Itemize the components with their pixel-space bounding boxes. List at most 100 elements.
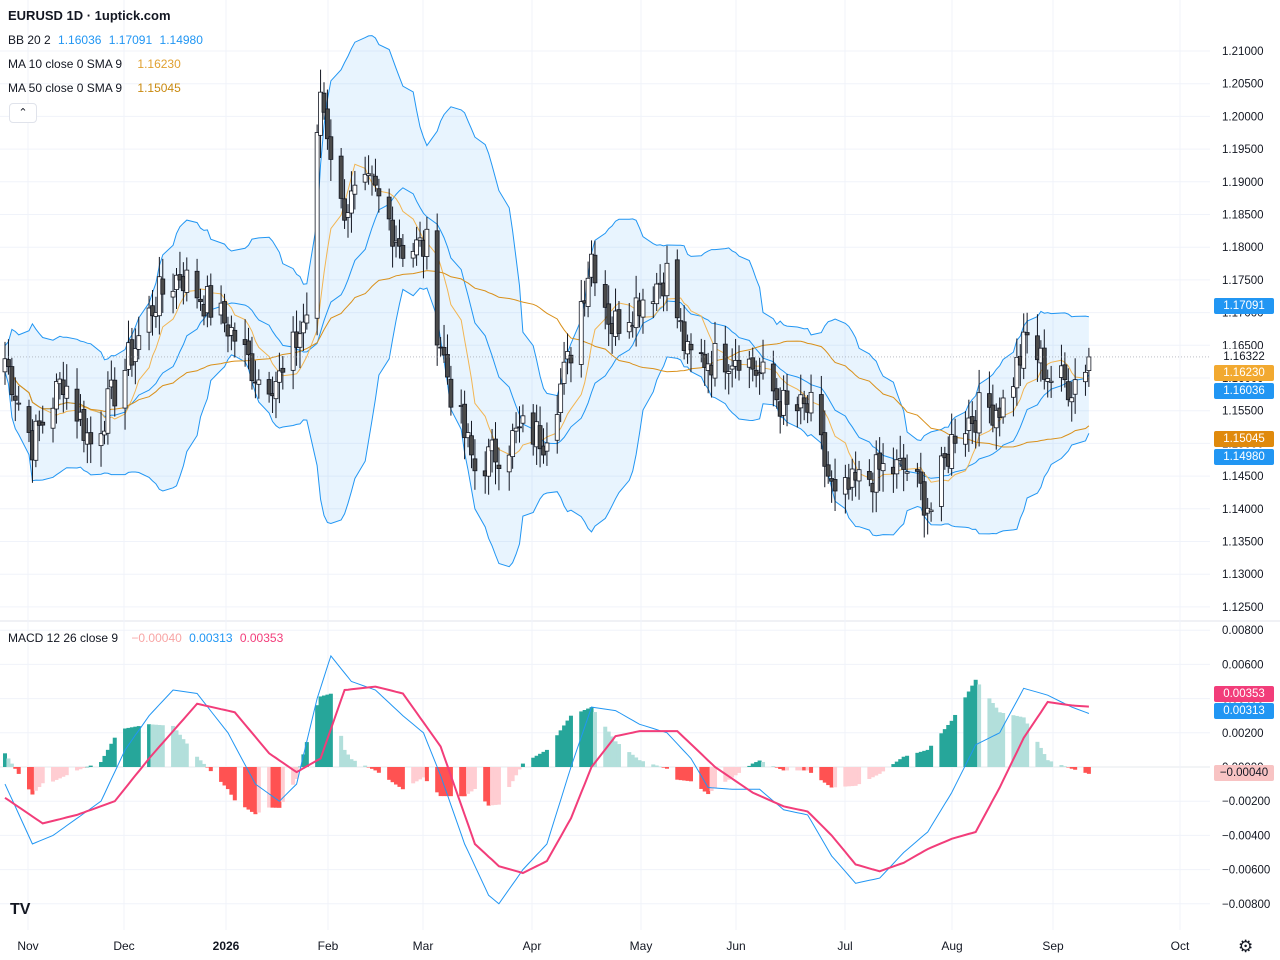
macd-histogram-bar: [520, 763, 525, 767]
macd-histogram-bar: [64, 767, 69, 776]
time-tick-label: Feb: [318, 939, 339, 953]
macd-histogram-bar: [1086, 767, 1091, 774]
macd-histogram-bar: [1049, 761, 1054, 767]
macd-histogram-bar: [771, 766, 776, 767]
candle-down: [434, 230, 440, 346]
candle-down: [770, 363, 776, 392]
candle-down: [736, 359, 742, 371]
candle-up: [520, 415, 526, 424]
macd-histogram-bar: [177, 734, 182, 767]
ma50-line: [4, 270, 1090, 448]
macd-histogram-bar: [493, 767, 498, 805]
candle-up: [486, 446, 492, 477]
macd-histogram-bar: [582, 710, 587, 767]
macd-tick-label: 0.00600: [1222, 659, 1264, 671]
macd-histogram-bar: [253, 767, 258, 815]
macd-histogram-bar: [445, 767, 450, 797]
macd-histogram-bar: [277, 767, 282, 808]
macd-histogram-bar: [1059, 765, 1064, 767]
macd-histogram-bar: [613, 741, 618, 767]
candle-up: [904, 471, 910, 474]
candle-up: [678, 320, 684, 323]
price-tick-label: 1.19500: [1222, 144, 1264, 156]
candle-down: [462, 403, 468, 439]
macd-histogram-bar: [249, 767, 254, 812]
macd-histogram-bar: [544, 749, 549, 767]
gear-icon[interactable]: ⚙: [1238, 937, 1254, 956]
candle-down: [397, 238, 402, 247]
candle-up: [273, 381, 279, 400]
macd-histogram-bar: [726, 767, 731, 780]
macd-histogram-bar: [829, 767, 834, 788]
macd-histogram-bar: [129, 727, 134, 767]
candle-up: [513, 427, 519, 432]
macd-histogram-bar: [761, 761, 766, 767]
macd-histogram-bar: [1014, 715, 1019, 767]
chevron-up-icon: ⌃: [18, 107, 28, 119]
candle-up: [976, 392, 982, 434]
candle-up: [146, 307, 152, 333]
macd-histogram-bar: [589, 707, 594, 767]
candle-down: [441, 346, 447, 356]
macd-histogram-bar: [1066, 767, 1071, 768]
candle-up: [16, 402, 22, 405]
macd-histogram-bar: [658, 766, 663, 768]
macd-histogram-bar: [291, 767, 296, 785]
macd-histogram-bar: [946, 724, 951, 767]
macd-histogram-bar: [877, 767, 882, 774]
candle-down: [688, 343, 694, 351]
price-tick-label: 1.17500: [1222, 275, 1264, 287]
macd-histogram-bar: [1025, 723, 1030, 767]
macd-histogram-bar: [874, 767, 879, 776]
macd-histogram-bar: [421, 767, 426, 778]
candle-down: [698, 352, 704, 355]
macd-histogram-bar: [318, 696, 323, 767]
macd-histogram-bar: [397, 767, 402, 787]
price-label-ma10: 1.16230: [1214, 365, 1274, 381]
macd-histogram-bar: [349, 759, 354, 767]
macd-histogram-bar: [630, 754, 635, 767]
candle-up: [578, 301, 584, 365]
macd-histogram-bar: [1083, 767, 1088, 773]
macd-histogram-bar: [627, 752, 632, 767]
macd-histogram-bar: [370, 767, 375, 769]
price-tick-label: 1.15500: [1222, 406, 1264, 418]
macd-histogram-bar: [438, 767, 443, 797]
macd-histogram-bar: [297, 766, 302, 768]
bollinger-upper-line: [4, 35, 1090, 442]
macd-histogram-bar: [517, 767, 522, 770]
bollinger-band-fill: [5, 35, 1089, 567]
bb-legend[interactable]: BB 20 2 1.16036 1.17091 1.14980: [8, 33, 203, 47]
macd-histogram-bar: [78, 767, 83, 770]
candle-up: [304, 314, 310, 324]
candle-down: [493, 438, 498, 463]
ma10-legend[interactable]: MA 10 close 0 SMA 9 1.16230: [8, 57, 181, 71]
bb-legend-label: BB 20 2: [8, 33, 51, 47]
candle-up: [414, 239, 420, 256]
candle-down: [26, 406, 32, 433]
macd-histogram-bar: [1011, 715, 1016, 767]
candle-up: [654, 283, 660, 305]
macd-histogram-bar: [531, 757, 536, 767]
candle-down: [249, 353, 255, 382]
price-tick-label: 1.13000: [1222, 569, 1264, 581]
macd-histogram-bar: [891, 764, 896, 767]
macd-histogram-bar: [702, 767, 707, 792]
time-tick-label: Apr: [523, 939, 542, 953]
macd-legend-macd: 0.00313: [189, 631, 233, 645]
candle-down: [921, 481, 927, 516]
candle-up: [1083, 371, 1088, 383]
candle-up: [297, 333, 303, 348]
candle-up: [424, 228, 430, 257]
candle-down: [568, 354, 574, 364]
macd-histogram-bar: [798, 767, 803, 771]
macd-legend[interactable]: MACD 12 26 close 9 −0.00040 0.00313 0.00…: [8, 631, 283, 645]
candle-up: [1072, 379, 1078, 395]
collapse-legend-button[interactable]: ⌃: [9, 103, 37, 123]
ma50-legend[interactable]: MA 50 close 0 SMA 9 1.15045: [8, 81, 181, 95]
macd-histogram-bar: [469, 767, 474, 792]
macd-histogram-bar: [675, 767, 680, 780]
macd-histogram-bar: [61, 767, 66, 777]
tradingview-logo-icon[interactable]: TV: [10, 901, 31, 918]
